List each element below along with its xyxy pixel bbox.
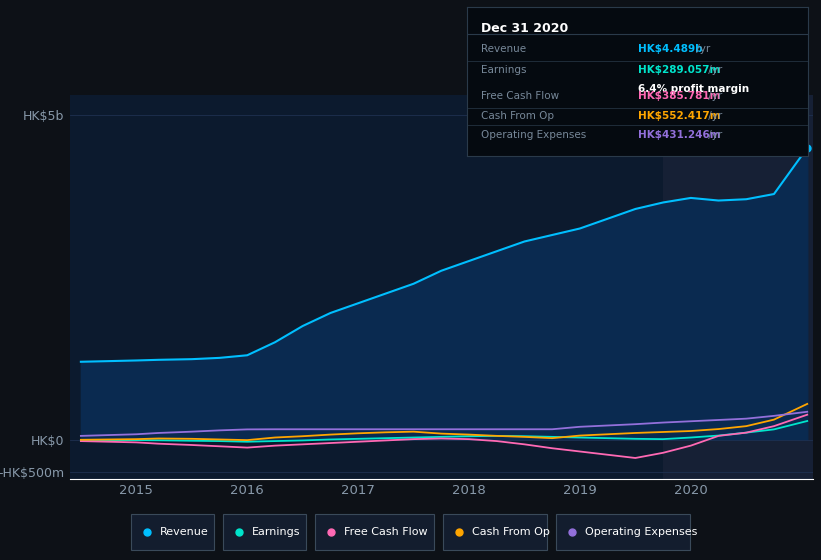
Text: Free Cash Flow: Free Cash Flow (344, 527, 427, 537)
Text: Revenue: Revenue (160, 527, 209, 537)
Text: HK$431.246m: HK$431.246m (638, 130, 720, 140)
Text: /yr: /yr (693, 44, 710, 54)
Text: Operating Expenses: Operating Expenses (481, 130, 586, 140)
FancyBboxPatch shape (131, 514, 214, 550)
FancyBboxPatch shape (223, 514, 306, 550)
Text: /yr: /yr (705, 64, 722, 74)
Text: Dec 31 2020: Dec 31 2020 (481, 22, 568, 35)
FancyBboxPatch shape (556, 514, 690, 550)
Text: Cash From Op: Cash From Op (481, 111, 554, 120)
Bar (663, 95, 813, 479)
Text: /yr: /yr (705, 130, 722, 140)
Text: HK$289.057m: HK$289.057m (638, 64, 720, 74)
Text: Free Cash Flow: Free Cash Flow (481, 91, 559, 101)
Text: Operating Expenses: Operating Expenses (585, 527, 697, 537)
FancyBboxPatch shape (314, 514, 434, 550)
Text: HK$385.781m: HK$385.781m (638, 91, 720, 101)
Text: Earnings: Earnings (481, 64, 526, 74)
Text: 6.4% profit margin: 6.4% profit margin (638, 84, 749, 94)
Text: /yr: /yr (705, 91, 722, 101)
FancyBboxPatch shape (443, 514, 548, 550)
Text: Revenue: Revenue (481, 44, 526, 54)
Text: HK$4.489b: HK$4.489b (638, 44, 702, 54)
Text: HK$552.417m: HK$552.417m (638, 111, 720, 120)
Text: Earnings: Earnings (252, 527, 300, 537)
Text: Cash From Op: Cash From Op (471, 527, 549, 537)
Text: /yr: /yr (705, 111, 722, 120)
